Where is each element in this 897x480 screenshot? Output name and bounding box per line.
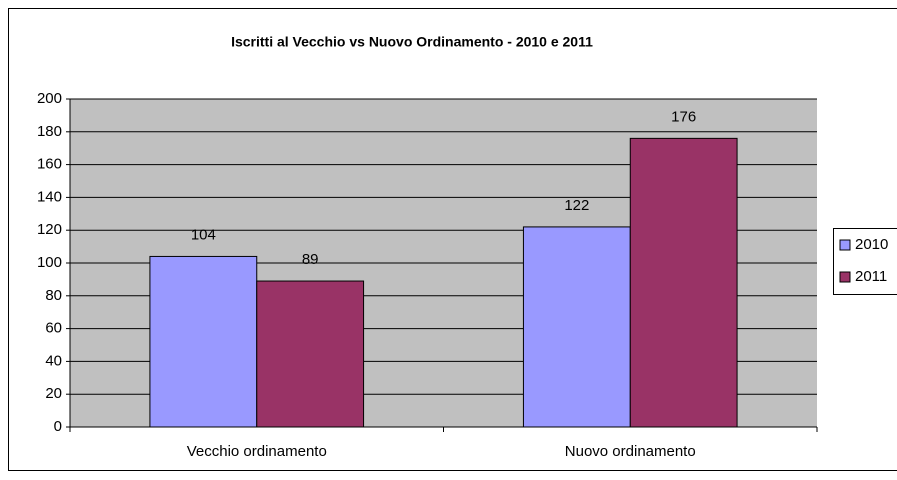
value-label: 122 (564, 197, 589, 214)
value-label: 176 (671, 108, 696, 125)
value-label: 104 (191, 226, 216, 243)
legend-label: 2011 (855, 268, 887, 285)
bar (149, 255, 258, 428)
legend-label: 2010 (855, 236, 888, 253)
y-tick-label: 100 (37, 254, 62, 271)
y-tick-label: 160 (37, 156, 62, 173)
y-tick-label: 20 (45, 385, 62, 402)
y-tick-label: 140 (37, 188, 62, 205)
bar (629, 137, 738, 428)
value-label: 89 (302, 251, 319, 268)
legend-swatch (839, 271, 851, 283)
x-tick-label: Vecchio ordinamento (187, 443, 327, 460)
y-tick-label: 60 (45, 320, 62, 337)
x-tick-label: Nuovo ordinamento (565, 443, 696, 460)
bar (256, 280, 365, 428)
legend-swatch (839, 239, 851, 251)
chart-title: Iscritti al Vecchio vs Nuovo Ordinamento… (231, 34, 593, 50)
bar (522, 226, 631, 428)
y-tick-label: 80 (45, 287, 62, 304)
y-tick-label: 40 (45, 352, 62, 369)
y-tick-label: 200 (37, 90, 62, 107)
y-tick-label: 0 (54, 418, 62, 435)
legend-box (833, 228, 897, 295)
y-tick-label: 180 (37, 123, 62, 140)
y-tick-label: 120 (37, 221, 62, 238)
